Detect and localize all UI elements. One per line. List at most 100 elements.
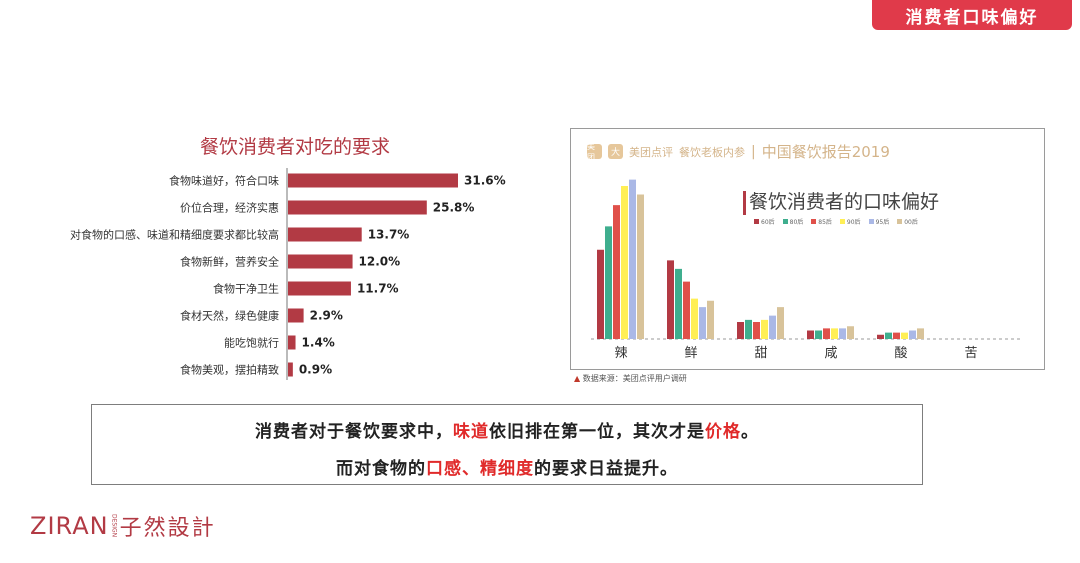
chart-legend: 60后 80后 85后 90后 95后 00后 [754, 217, 918, 226]
legend-label: 90后 [846, 219, 861, 226]
x-category-label: 辣 [614, 346, 627, 361]
triangle-icon: ▲ [574, 374, 581, 383]
title-accent-bar [743, 191, 746, 215]
value-label: 11.7% [357, 282, 399, 296]
bar [288, 362, 293, 377]
column-bar [823, 328, 830, 339]
conclusion-text: 而对食物的 [336, 459, 426, 479]
highlight-price: 价格 [705, 422, 741, 442]
conclusion-text: 。 [741, 422, 759, 442]
column-bar [893, 332, 900, 339]
value-label: 13.7% [368, 228, 410, 242]
banner-title: 消费者口味偏好 [905, 7, 1039, 28]
column-bar [877, 334, 884, 339]
column-bar [909, 330, 916, 339]
bar [288, 200, 427, 215]
legend-swatch [897, 219, 903, 224]
category-label: 对食物的口感、味道和精细度要求都比较高 [70, 228, 279, 242]
legend-label: 85后 [818, 219, 832, 226]
column-bar [901, 332, 908, 339]
column-bar [753, 322, 760, 339]
bar [288, 254, 353, 269]
column-bar [637, 194, 644, 339]
data-source-note: ▲ 数据来源：美团点评用户调研 [574, 373, 687, 384]
category-label: 能吃饱就行 [224, 336, 279, 350]
column-bar [839, 328, 846, 339]
legend-label: 60后 [761, 219, 775, 226]
legend-swatch [782, 219, 788, 224]
column-bar [847, 326, 854, 339]
legend-item: 60后 [754, 217, 775, 226]
x-category-label: 酸 [894, 346, 907, 361]
category-label: 食物干净卫生 [213, 282, 279, 296]
left-chart-title: 餐饮消费者对吃的要求 [199, 136, 390, 158]
value-label: 12.0% [359, 255, 401, 269]
dianping-logo-icon: 大 [608, 144, 623, 159]
legend-swatch [839, 219, 845, 224]
column-bar [815, 330, 822, 339]
header-separator: | [751, 143, 756, 160]
brand-cjk: 子然設計 [119, 516, 216, 541]
brand-meituan: 美团点评 [629, 145, 673, 159]
panel-chart-title: 餐饮消费者的口味偏好 [749, 191, 940, 213]
column-bar [667, 260, 674, 339]
bar [288, 173, 458, 188]
category-label: 食物美观，摆拍精致 [180, 363, 279, 377]
column-bar [769, 315, 776, 339]
legend-label: 00后 [904, 219, 918, 226]
value-label: 2.9% [310, 309, 343, 323]
highlight-texture: 口感、精细度 [426, 459, 534, 479]
brand-latin: ZIRAN [30, 512, 109, 540]
legend-label: 80后 [789, 219, 804, 226]
brand-design: DESIGN [110, 514, 118, 538]
conclusion-text: 消费者对于餐饮要求中， [255, 422, 453, 442]
column-bar [737, 322, 744, 339]
column-bar [621, 186, 628, 339]
requirements-bar-chart: 食物味道好，符合口味 31.6% 价位合理，经济实惠 25.8% 对食物的口感、味道和精… [70, 168, 506, 380]
column-bar [605, 226, 612, 339]
legend-item: 80后 [782, 217, 804, 226]
legend-item: 90后 [839, 217, 861, 226]
column-bar [691, 298, 698, 339]
report-chart-panel: 辣 鲜 甜 咸 酸 苦 美团 大 美团点评 餐饮老板内参 | 中国餐饮报告2019 餐饮消… [570, 128, 1045, 370]
column-bar [629, 179, 636, 339]
highlight-taste: 味道 [453, 422, 489, 442]
bar [288, 227, 362, 242]
column-bar [807, 330, 814, 339]
brand-neican: 餐饮老板内参 [679, 145, 745, 159]
bar [288, 281, 351, 296]
legend-swatch [811, 219, 817, 224]
source-text: 数据来源：美团点评用户调研 [582, 374, 687, 383]
category-label: 食物味道好，符合口味 [169, 174, 279, 188]
value-label: 1.4% [302, 336, 335, 350]
report-name: 中国餐饮报告2019 [761, 143, 890, 161]
category-label: 食材天然，绿色健康 [180, 309, 279, 323]
legend-item: 95后 [868, 217, 890, 226]
column-bar [699, 307, 706, 339]
legend-swatch [754, 219, 759, 224]
legend-label: 95后 [875, 219, 890, 226]
column-bar [761, 319, 768, 339]
x-category-label: 甜 [754, 345, 767, 361]
column-bar [917, 328, 924, 339]
column-bar [745, 319, 752, 339]
conclusion-text: 的要求日益提升。 [534, 459, 678, 479]
meituan-logo-icon: 美团 [587, 142, 602, 162]
conclusion-box: 消费者对于餐饮要求中，味道依旧排在第一位，其次才是价格。 而对食物的口感、精细度… [91, 404, 923, 485]
conclusion-line-2: 而对食物的口感、精细度的要求日益提升。 [92, 454, 922, 479]
column-bar [707, 300, 714, 339]
x-category-label: 苦 [964, 345, 977, 361]
column-bar [831, 328, 838, 339]
section-banner: 消费者口味偏好 [872, 0, 1072, 30]
x-category-label: 咸 [824, 346, 837, 361]
bar [288, 335, 296, 350]
panel-header: 美团 大 美团点评 餐饮老板内参 | 中国餐饮报告2019 [587, 141, 890, 162]
legend-swatch [868, 219, 874, 224]
column-bar [777, 307, 784, 339]
x-category-label: 鲜 [684, 346, 697, 361]
conclusion-line-1: 消费者对于餐饮要求中，味道依旧排在第一位，其次才是价格。 [92, 417, 922, 442]
legend-item: 85后 [811, 217, 832, 226]
column-bar [675, 268, 682, 339]
column-bar [683, 281, 690, 339]
legend-item: 00后 [897, 217, 918, 226]
